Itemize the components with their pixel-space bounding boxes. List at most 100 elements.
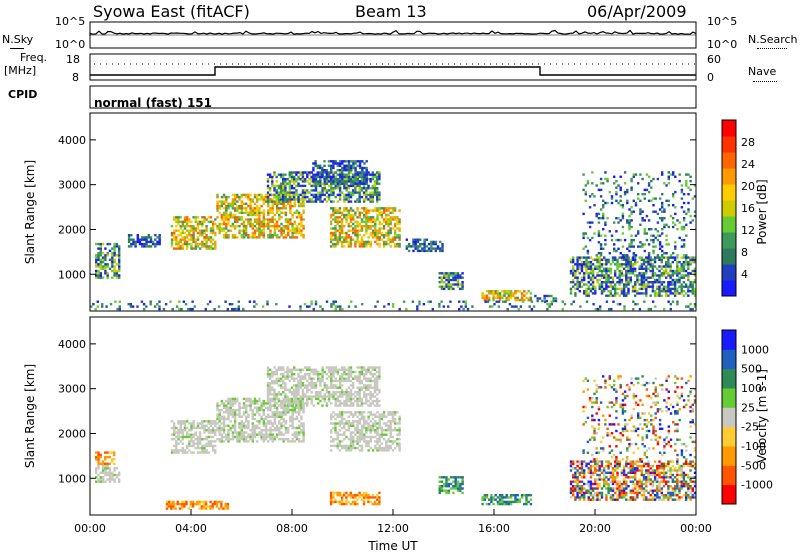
velocity-cell <box>299 384 302 387</box>
velocity-cell <box>273 417 277 421</box>
velocity-cell <box>242 424 246 427</box>
power-cell <box>242 193 246 197</box>
velocity-cell <box>249 433 252 436</box>
power-cell <box>660 258 663 261</box>
power-cell <box>689 290 692 293</box>
velocity-cell <box>343 433 346 436</box>
velocity-cell <box>99 462 102 465</box>
power-cell <box>365 242 368 246</box>
velocity-cell <box>376 377 379 380</box>
velocity-cell <box>299 377 302 380</box>
power-cell <box>614 272 617 275</box>
velocity-cell <box>268 382 272 385</box>
velocity-cell <box>365 377 368 380</box>
power-cell <box>312 189 315 192</box>
power-cell <box>347 166 351 170</box>
power-cell <box>367 187 370 190</box>
power-cell <box>329 231 333 235</box>
power-cell <box>438 272 441 275</box>
power-cell <box>192 238 195 241</box>
velocity-cell <box>106 471 109 474</box>
power-cell <box>242 236 246 239</box>
velocity-cell <box>327 397 331 401</box>
power-cell <box>576 283 579 286</box>
power-cell <box>658 197 662 200</box>
power-cell <box>518 290 522 293</box>
power-cell <box>306 200 309 203</box>
power-cell <box>205 236 208 239</box>
velocity-cell <box>203 420 206 423</box>
velocity-cell <box>238 433 241 436</box>
power-cell <box>691 287 694 291</box>
power-cell <box>691 292 694 295</box>
power-cell <box>111 251 114 255</box>
velocity-cell <box>329 415 333 418</box>
velocity-cell <box>343 404 346 407</box>
power-cell <box>205 227 208 230</box>
power-cell <box>317 184 320 188</box>
velocity-cell <box>218 404 221 407</box>
power-cell <box>173 236 176 239</box>
power-cell <box>231 200 235 203</box>
power-cell <box>691 219 694 222</box>
power-cell <box>638 267 641 270</box>
velocity-cell <box>251 438 254 441</box>
power-cell <box>382 240 386 244</box>
velocity-cell <box>299 370 302 374</box>
power-cell <box>631 287 635 291</box>
power-cell <box>585 263 588 266</box>
power-cell <box>158 305 161 308</box>
power-cell <box>236 193 239 197</box>
velocity-cell <box>373 366 377 369</box>
power-cell <box>587 281 590 284</box>
power-cell <box>669 292 672 295</box>
power-cell <box>483 298 486 302</box>
power-cell <box>332 242 335 246</box>
power-cell <box>569 260 573 264</box>
power-cell <box>671 281 674 284</box>
velocity-cell <box>218 429 221 432</box>
power-cell <box>330 166 333 170</box>
power-cell <box>378 220 381 223</box>
power-cell <box>253 211 257 214</box>
velocity-cell <box>360 386 364 389</box>
power-cell <box>336 162 339 165</box>
power-cell <box>621 206 625 209</box>
velocity-cell <box>220 408 224 412</box>
power-cell <box>181 231 184 235</box>
power-cell <box>108 242 112 246</box>
power-cell <box>610 201 614 205</box>
power-cell <box>271 234 274 237</box>
velocity-cell <box>338 399 342 403</box>
power-cell <box>597 230 601 233</box>
power-cell <box>282 193 285 197</box>
power-cell <box>233 213 237 217</box>
velocity-cell <box>284 399 287 403</box>
power-cell <box>303 180 307 183</box>
velocity-cell <box>354 433 357 436</box>
velocity-cell <box>314 370 318 374</box>
power-cell <box>206 303 210 306</box>
power-cell <box>518 298 522 302</box>
power-cell <box>396 236 399 239</box>
power-cell <box>365 173 368 176</box>
power-cell <box>647 258 650 261</box>
velocity-cell <box>340 415 344 418</box>
velocity-cell <box>365 395 368 398</box>
velocity-cell <box>240 406 243 409</box>
power-cell <box>602 212 605 216</box>
power-cell <box>240 209 243 212</box>
power-cell <box>262 216 265 219</box>
power-cell <box>434 242 437 246</box>
power-cell <box>602 182 605 185</box>
velocity-cell <box>288 375 291 378</box>
power-cell <box>136 240 139 244</box>
velocity-cell <box>293 395 296 398</box>
power-cell <box>517 307 520 311</box>
power-cell <box>625 260 628 264</box>
power-cell <box>638 278 641 282</box>
power-cell <box>642 278 646 282</box>
power-cell <box>154 234 157 237</box>
power-cell <box>282 189 285 192</box>
power-cell <box>334 218 337 221</box>
